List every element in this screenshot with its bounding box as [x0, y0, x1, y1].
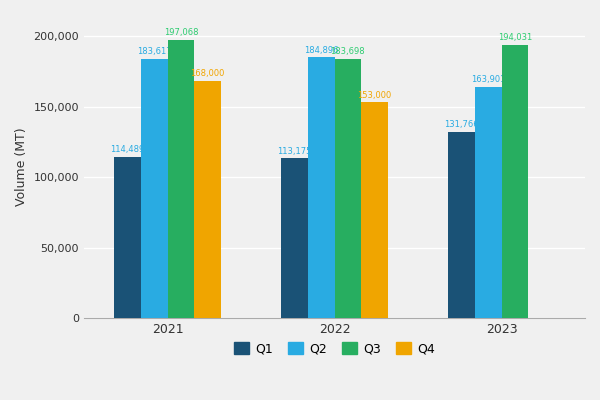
Bar: [167, 40, 194, 318]
Text: 114,489: 114,489: [110, 145, 145, 154]
Bar: [194, 81, 221, 318]
Y-axis label: Volume (MT): Volume (MT): [15, 127, 28, 206]
Text: 153,000: 153,000: [358, 90, 392, 100]
Text: 184,896: 184,896: [304, 46, 338, 55]
Bar: [448, 132, 475, 318]
Text: 194,031: 194,031: [498, 33, 532, 42]
Bar: [475, 87, 502, 318]
Text: 113,175: 113,175: [277, 147, 311, 156]
Text: 183,698: 183,698: [331, 47, 365, 56]
Bar: [335, 59, 361, 318]
Bar: [281, 158, 308, 318]
Legend: Q1, Q2, Q3, Q4: Q1, Q2, Q3, Q4: [229, 337, 440, 360]
Text: 168,000: 168,000: [190, 70, 225, 78]
Bar: [361, 102, 388, 318]
Text: 131,766: 131,766: [444, 120, 479, 130]
Bar: [308, 58, 335, 318]
Text: 163,901: 163,901: [471, 75, 505, 84]
Bar: [141, 59, 167, 318]
Text: 183,617: 183,617: [137, 48, 172, 56]
Bar: [502, 44, 528, 318]
Bar: [114, 157, 141, 318]
Text: 197,068: 197,068: [164, 28, 198, 38]
